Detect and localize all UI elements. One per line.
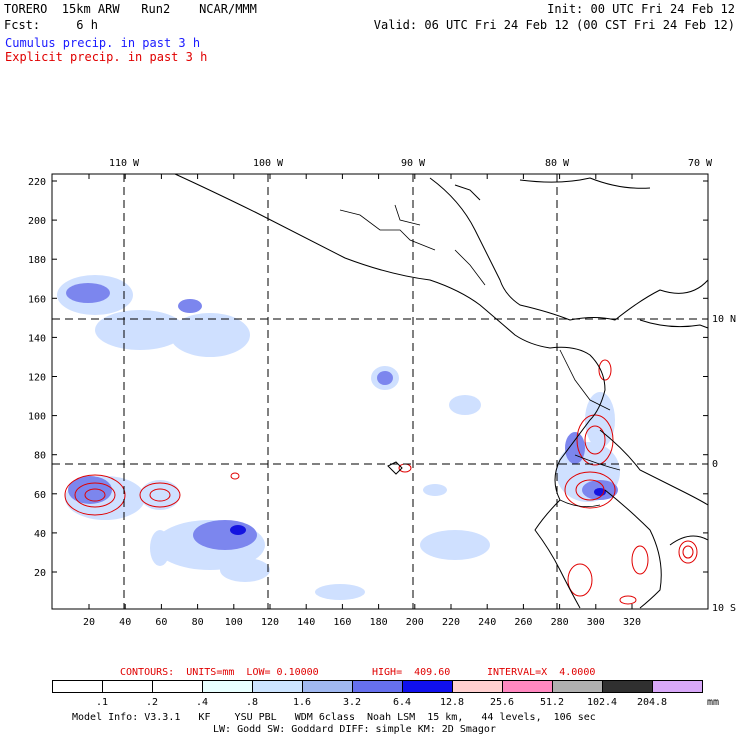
lat-lon-grid bbox=[52, 174, 708, 609]
colorbar-swatch bbox=[552, 680, 603, 693]
contour-interval: INTERVAL=X 4.0000 bbox=[487, 667, 596, 678]
colorbar-swatch bbox=[102, 680, 153, 693]
explicit-contours bbox=[64, 359, 698, 605]
legend-explicit: Explicit precip. in past 3 h bbox=[5, 50, 208, 64]
physics-info: LW: Godd SW: Goddard DIFF: simple KM: 2D… bbox=[213, 724, 496, 735]
colorbar-label: .4 bbox=[195, 697, 209, 708]
x-tick-label: 60 bbox=[155, 617, 167, 628]
title-line-left: TORERO 15km ARW Run2 NCAR/MMM bbox=[4, 2, 257, 16]
x-tick-label: 120 bbox=[261, 617, 279, 628]
x-tick-label: 260 bbox=[514, 617, 532, 628]
colorbar-label: .1 bbox=[95, 697, 109, 708]
y-tick-label: 160 bbox=[28, 294, 46, 305]
colorbar-label: 204.8 bbox=[636, 697, 668, 708]
colorbar-swatch bbox=[152, 680, 203, 693]
colorbar-swatch bbox=[402, 680, 453, 693]
x-tick-label: 20 bbox=[83, 617, 95, 628]
colorbar-label: 1.6 bbox=[292, 697, 312, 708]
colorbar-label: 25.6 bbox=[489, 697, 515, 708]
colorbar-swatch bbox=[652, 680, 703, 693]
longitude-label: 80 W bbox=[545, 158, 570, 169]
latitude-label: 10 S bbox=[712, 603, 736, 614]
colorbar-label: 102.4 bbox=[586, 697, 618, 708]
colorbar-label: .2 bbox=[145, 697, 159, 708]
legend-cumulus: Cumulus precip. in past 3 h bbox=[5, 36, 201, 50]
colorbar-swatch bbox=[302, 680, 353, 693]
x-tick-label: 280 bbox=[551, 617, 569, 628]
y-tick-label: 40 bbox=[34, 529, 46, 540]
x-tick-label: 180 bbox=[370, 617, 388, 628]
x-tick-label: 200 bbox=[406, 617, 424, 628]
colorbar-swatch bbox=[602, 680, 653, 693]
x-tick-label: 100 bbox=[225, 617, 243, 628]
colorbar-swatch bbox=[252, 680, 303, 693]
x-tick-label: 80 bbox=[192, 617, 204, 628]
y-tick-label: 220 bbox=[28, 177, 46, 188]
model-info: Model Info: V3.3.1 KF YSU PBL WDM 6class… bbox=[72, 712, 596, 723]
colorbar-label: 12.8 bbox=[439, 697, 465, 708]
country-borders bbox=[339, 204, 621, 508]
cumulus-peak bbox=[230, 488, 606, 535]
longitude-label: 90 W bbox=[401, 158, 426, 169]
y-tick-label: 60 bbox=[34, 490, 46, 501]
y-tick-label: 140 bbox=[28, 333, 46, 344]
y-tick-label: 120 bbox=[28, 373, 46, 384]
x-tick-label: 300 bbox=[587, 617, 605, 628]
y-tick-label: 200 bbox=[28, 216, 46, 227]
valid-time: Valid: 06 UTC Fri 24 Feb 12 (00 CST Fri … bbox=[373, 18, 735, 32]
x-tick-label: 40 bbox=[119, 617, 131, 628]
longitude-label: 100 W bbox=[253, 158, 284, 169]
colorbar-swatch bbox=[502, 680, 553, 693]
x-tick-label: 220 bbox=[442, 617, 460, 628]
longitude-label: 110 W bbox=[109, 158, 140, 169]
x-tick-label: 160 bbox=[333, 617, 351, 628]
colorbar-label: 51.2 bbox=[539, 697, 565, 708]
y-tick-label: 100 bbox=[28, 412, 46, 423]
colorbar-label: 6.4 bbox=[392, 697, 412, 708]
colorbar-swatch bbox=[352, 680, 403, 693]
colorbar-swatch bbox=[202, 680, 253, 693]
colorbar-swatch bbox=[52, 680, 103, 693]
cumulus-shading bbox=[57, 275, 620, 600]
colorbar-label: .8 bbox=[245, 697, 259, 708]
map-frame bbox=[51, 173, 709, 610]
x-tick-label: 140 bbox=[297, 617, 315, 628]
contour-high: HIGH= 409.60 bbox=[372, 667, 451, 678]
y-tick-label: 20 bbox=[34, 568, 46, 579]
coastlines bbox=[174, 173, 709, 609]
y-tick-label: 80 bbox=[34, 451, 46, 462]
latitude-label: 10 N bbox=[712, 314, 736, 325]
contour-units: CONTOURS: UNITS=mm LOW= 0.10000 bbox=[120, 667, 319, 678]
forecast-hour: Fcst: 6 h bbox=[4, 18, 98, 32]
x-tick-label: 240 bbox=[478, 617, 496, 628]
colorbar-unit: mm bbox=[707, 697, 720, 708]
colorbar-label: 3.2 bbox=[342, 697, 362, 708]
latitude-label: 0 bbox=[712, 459, 718, 470]
y-tick-label: 180 bbox=[28, 255, 46, 266]
init-time: Init: 00 UTC Fri 24 Feb 12 bbox=[547, 2, 735, 16]
colorbar-swatch bbox=[452, 680, 503, 693]
longitude-label: 70 W bbox=[688, 158, 713, 169]
x-tick-label: 320 bbox=[623, 617, 641, 628]
